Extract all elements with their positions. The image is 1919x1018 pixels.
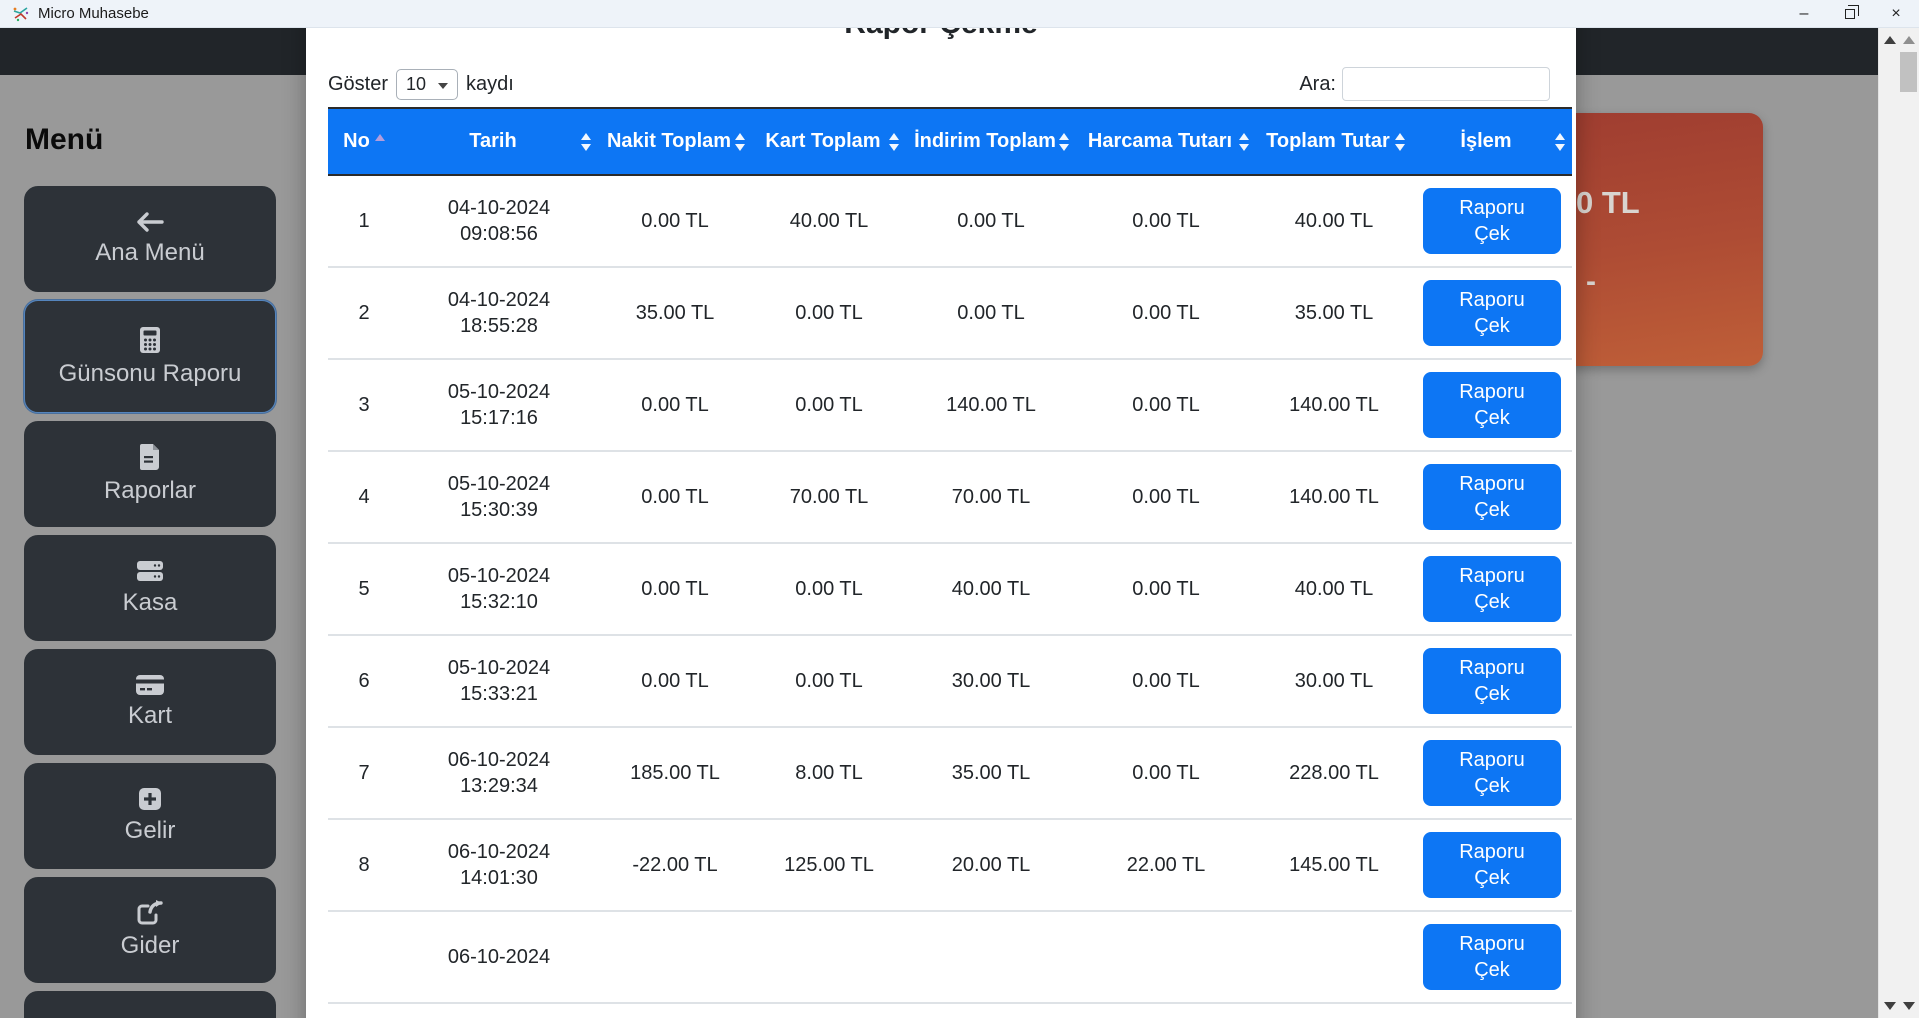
sort-icon — [1555, 132, 1565, 152]
sidebar-item-gunsonu-raporu[interactable]: Günsonu Raporu — [24, 300, 276, 413]
restore-icon — [1845, 5, 1859, 19]
sort-asc-icon — [374, 134, 385, 142]
sort-icon — [1395, 132, 1405, 152]
search-control: Ara: — [1299, 67, 1550, 101]
sidebar-item-ana-menu[interactable]: Ana Menü — [24, 186, 276, 292]
search-input[interactable] — [1342, 67, 1550, 101]
sort-icon — [735, 132, 745, 152]
scroll-up-icon[interactable] — [1903, 36, 1915, 44]
raporu-cek-button[interactable]: Raporu Çek — [1423, 372, 1561, 438]
column-header-islem[interactable]: İşlem — [1412, 108, 1572, 176]
raporu-cek-button[interactable]: Raporu Çek — [1423, 556, 1561, 622]
table-row: 7 06-10-2024 13:29:34 185.00 TL 8.00 TL 3… — [328, 727, 1572, 820]
menu-heading: Menü — [25, 123, 104, 156]
file-text-icon — [139, 443, 161, 471]
column-header-no[interactable]: No — [328, 108, 400, 176]
sort-icon — [889, 132, 899, 152]
app-title: Micro Muhasebe — [38, 5, 149, 22]
column-header-harcama-tutari[interactable]: Harcama Tutarı — [1076, 108, 1256, 176]
calculator-icon — [138, 326, 162, 354]
chevron-down-icon — [438, 82, 449, 89]
sidebar-item-partial[interactable] — [24, 991, 276, 1018]
sidebar-item-gider[interactable]: Gider — [24, 877, 276, 983]
sidebar-item-label: Kart — [127, 702, 172, 729]
sort-icon — [1059, 132, 1069, 152]
table-row: 2 04-10-2024 18:55:28 35.00 TL 0.00 TL 0.… — [328, 267, 1572, 360]
export-icon — [136, 900, 164, 926]
report-table: No Tarih Nakit Toplam Kart Toplam İndiri… — [328, 107, 1572, 1004]
cash-register-icon — [136, 559, 164, 583]
page-length-suffix: kaydı — [466, 72, 514, 95]
summary-amount: 0 TL — [1576, 185, 1640, 220]
window-scrollbar[interactable] — [1898, 28, 1919, 1018]
page-length-value: 10 — [406, 73, 427, 94]
table-row: 06-10-2024 Raporu Çek — [328, 911, 1572, 1004]
credit-card-icon — [135, 674, 165, 696]
arrow-left-icon — [135, 211, 165, 233]
sidebar-item-label: Kasa — [122, 589, 178, 616]
rapor-cekme-modal: × Rapor Çekme Göster 10 kaydı Ara: — [306, 0, 1576, 1018]
scroll-down-icon[interactable] — [1884, 1002, 1896, 1010]
scroll-up-icon[interactable] — [1884, 36, 1896, 44]
column-header-nakit-toplam[interactable]: Nakit Toplam — [598, 108, 752, 176]
table-header-row: No Tarih Nakit Toplam Kart Toplam İndiri… — [328, 108, 1572, 176]
page-length-prefix: Göster — [328, 72, 389, 95]
sidebar-item-label: Gider — [120, 932, 180, 959]
sidebar-item-gelir[interactable]: Gelir — [24, 763, 276, 869]
table-row: 8 06-10-2024 14:01:30 -22.00 TL 125.00 TL… — [328, 819, 1572, 912]
sidebar-item-kart[interactable]: Kart — [24, 649, 276, 755]
plus-square-icon — [138, 787, 162, 811]
page-length-control: Göster 10 kaydı — [328, 68, 514, 100]
search-label: Ara: — [1299, 72, 1336, 95]
table-row: 6 05-10-2024 15:33:21 0.00 TL 0.00 TL 30.… — [328, 635, 1572, 728]
column-header-toplam-tutar[interactable]: Toplam Tutar — [1256, 108, 1412, 176]
window-close-button[interactable]: × — [1891, 5, 1901, 22]
page-length-select[interactable]: 10 — [396, 68, 459, 100]
raporu-cek-button[interactable]: Raporu Çek — [1423, 648, 1561, 714]
column-header-indirim-toplam[interactable]: İndirim Toplam — [906, 108, 1076, 176]
table-row: 4 05-10-2024 15:30:39 0.00 TL 70.00 TL 70… — [328, 451, 1572, 544]
scrollbar-thumb[interactable] — [1900, 52, 1917, 92]
raporu-cek-button[interactable]: Raporu Çek — [1423, 464, 1561, 530]
column-header-tarih[interactable]: Tarih — [400, 108, 598, 176]
sidebar-menu: Ana Menü Günsonu Raporu Raporlar Kasa — [24, 186, 276, 1018]
scroll-down-icon[interactable] — [1903, 1002, 1915, 1010]
column-header-kart-toplam[interactable]: Kart Toplam — [752, 108, 906, 176]
raporu-cek-button[interactable]: Raporu Çek — [1423, 280, 1561, 346]
sidebar-item-label: Ana Menü — [95, 239, 205, 266]
raporu-cek-button[interactable]: Raporu Çek — [1423, 740, 1561, 806]
raporu-cek-button[interactable]: Raporu Çek — [1423, 924, 1561, 990]
inner-scrollbar[interactable] — [1878, 28, 1899, 1018]
sidebar-item-kasa[interactable]: Kasa — [24, 535, 276, 641]
titlebar: Micro Muhasebe – × — [0, 0, 1919, 28]
table-row: 3 05-10-2024 15:17:16 0.00 TL 0.00 TL 140… — [328, 359, 1572, 452]
sort-icon — [1239, 132, 1249, 152]
sidebar-item-raporlar[interactable]: Raporlar — [24, 421, 276, 527]
restore-button[interactable] — [1827, 0, 1873, 28]
sort-icon — [581, 132, 591, 152]
table-row: 5 05-10-2024 15:32:10 0.00 TL 0.00 TL 40.… — [328, 543, 1572, 636]
raporu-cek-button[interactable]: Raporu Çek — [1423, 832, 1561, 898]
minimize-button[interactable]: – — [1799, 5, 1809, 22]
table-row: 1 04-10-2024 09:08:56 0.00 TL 40.00 TL 0.… — [328, 175, 1572, 268]
app-logo-icon — [12, 5, 30, 23]
sidebar-item-label: Raporlar — [103, 477, 197, 504]
sidebar-item-label: Gelir — [124, 817, 176, 844]
summary-dash: - — [1586, 265, 1596, 298]
raporu-cek-button[interactable]: Raporu Çek — [1423, 188, 1561, 254]
sidebar-item-label: Günsonu Raporu — [58, 359, 242, 387]
